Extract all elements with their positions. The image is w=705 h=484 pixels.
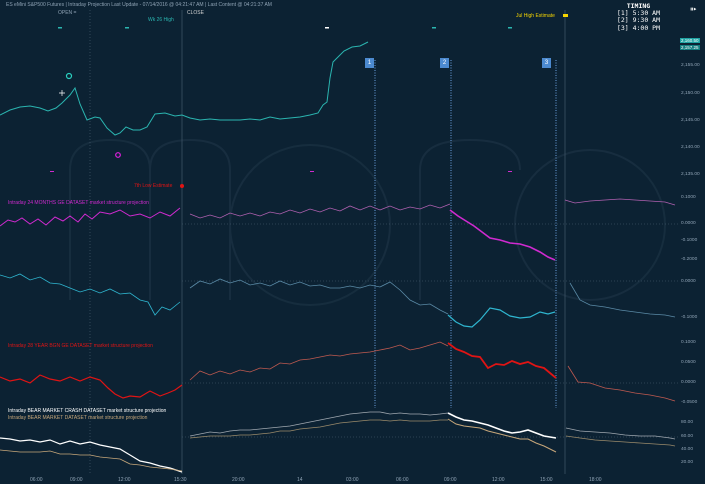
series-line-price [0,41,369,136]
x-tick: 12:00 [118,477,131,483]
y-tick: 2,145.00 [681,118,700,123]
series-line-magenta-a [0,207,181,227]
y-tick: 40.00 [681,447,694,452]
y-tick: 2,150.00 [681,91,700,96]
panel4-label-b: Intraday BEAR MARKET DATASET market stru… [8,415,148,421]
y-tick: 2,135.00 [681,172,700,177]
panel4-label-a: Intraday BEAR MARKET CRASH DATASET marke… [8,408,167,414]
crosshair-cursor [59,90,65,96]
zero-lines [182,223,678,438]
series-line-white-c [447,412,557,439]
timing-panel: TIMING [1] 5:30 AM [2] 9:30 AM [3] 4:00 … [616,2,660,32]
marker-badge-2[interactable]: 2 [440,58,449,68]
y-tick: 2,155.00 [681,63,700,68]
high-label: Wk 26 High [148,17,174,23]
y-tick: 0.1000 [681,340,696,345]
y-tick: 0.0000 [681,221,696,226]
series-line-tan-d [565,435,676,447]
timing-item: [2] 9:30 AM [616,16,660,25]
x-tick: 14 [297,477,303,483]
x-tick: 09:00 [70,477,83,483]
x-tick: 06:00 [396,477,409,483]
series-line-teal-c [447,307,556,328]
series-line-red-b [189,341,449,381]
series-line-teal-d [569,282,676,318]
price-box-last: 2,160.50 [680,38,700,43]
x-tick: 20:00 [232,477,245,483]
series-line-magenta-d [564,198,676,206]
x-tick: 15:30 [174,477,187,483]
x-tick: 12:00 [492,477,505,483]
series-line-white-a [0,437,183,473]
y-tick: 0.1000 [681,195,696,200]
timing-item: [1] 5:30 AM [616,9,660,18]
watermark-logo [69,138,666,306]
estimate-label: Jul High Estimate [516,13,555,19]
y-tick: 80.00 [681,420,694,425]
top-dots [50,14,568,172]
y-tick: 0.0000 [681,380,696,385]
price-box-prev: 2,157.25 [680,45,700,50]
low-marker [115,152,121,158]
series-line-tan-a [0,449,183,472]
series-line-red-a [0,374,183,399]
x-tick: 09:00 [444,477,457,483]
y-tick: -0.0500 [681,400,698,405]
open-label: OPEN = [58,10,77,16]
marker-badge-3[interactable]: 3 [542,58,551,68]
wk-high-marker [65,72,73,80]
timing-title: TIMING [626,2,651,10]
series-line-tan-b [189,419,448,439]
y-tick: -0.1000 [681,315,698,320]
x-tick: 15:00 [540,477,553,483]
session-dividers [89,10,566,474]
series-line-white-d [565,427,676,440]
series-line-white-b [189,411,449,437]
chart-menu-button[interactable]: ⏸▸ [690,6,697,13]
y-tick: 0.0500 [681,360,696,365]
y-tick: 60.00 [681,434,694,439]
y-tick: -0.2000 [681,257,698,262]
y-tick: -0.1000 [681,238,698,243]
y-tick: 20.00 [681,460,694,465]
x-tick: 18:00 [589,477,602,483]
close-label: CLOSE [187,10,204,16]
low-estimate-dot [180,184,184,188]
timing-marker-lines [374,60,557,408]
y-tick: 2,140.00 [681,145,700,150]
series-line-teal-a [0,273,181,316]
x-tick: 03:00 [346,477,359,483]
timing-item: [3] 4:00 PM [616,23,660,32]
series-line-magenta-b [189,203,451,219]
panel1-label: Intraday 24 MONTHS GE DATASET market str… [8,200,149,206]
marker-badge-1[interactable]: 1 [365,58,374,68]
low-estimate-label: 7th Low Estimate [134,183,173,189]
series-line-red-d [567,365,676,402]
y-tick: 0.0000 [681,279,696,284]
series-layer [0,41,676,473]
x-tick: 06:00 [30,477,43,483]
panel3-label: Intraday 28 YEAR BGN GE DATASET market s… [8,343,153,349]
chart-header: ES eMini S&P500 Futures | Intraday Proje… [6,2,272,8]
series-line-tan-c [447,418,557,453]
series-line-magenta-c [449,209,556,261]
series-line-teal-b [189,278,449,315]
series-line-red-c [447,342,557,379]
